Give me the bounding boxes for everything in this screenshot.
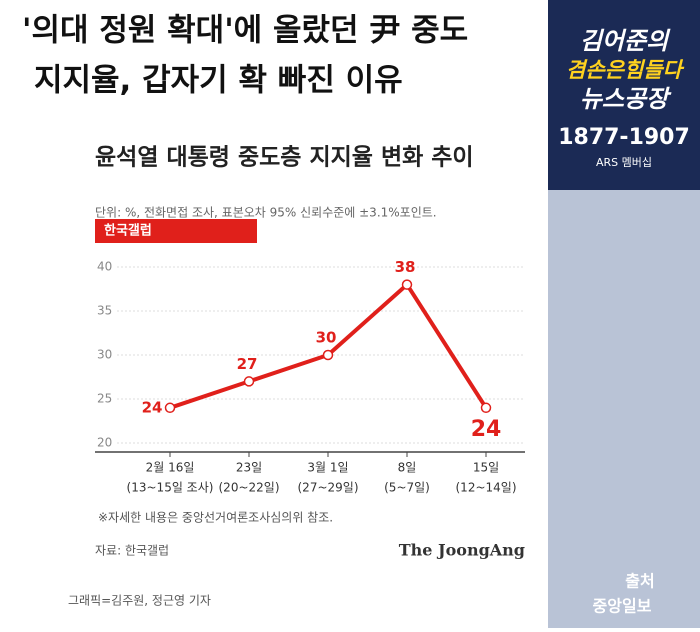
series-label: 한국갤럽 xyxy=(104,223,152,239)
y-tick-label: 40 xyxy=(97,260,112,274)
data-label: 24 xyxy=(142,398,163,416)
x-tick-label: (20~22일) xyxy=(219,481,280,495)
series-label-box xyxy=(95,219,257,243)
show-title: 뉴스공장 xyxy=(580,85,672,113)
x-tick-label: 3월 1일 xyxy=(307,461,348,475)
source: 자료: 한국갤럽 xyxy=(95,544,169,558)
brand: The JoongAng xyxy=(399,541,525,560)
y-tick-label: 25 xyxy=(97,392,112,406)
show-title: 겸손은힘들다 xyxy=(566,58,685,82)
data-label: 27 xyxy=(237,355,258,373)
x-tick-label: 2월 16일 xyxy=(146,461,195,475)
data-label: 38 xyxy=(395,258,416,276)
point xyxy=(401,279,413,290)
point xyxy=(480,402,492,414)
point xyxy=(164,402,176,414)
y-tick-label: 35 xyxy=(97,304,112,318)
source-name: 중앙일보 xyxy=(593,597,652,616)
note: ※자세한 내용은 중앙선거여론조사심의위 참조. xyxy=(98,511,333,525)
y-tick-label: 20 xyxy=(97,436,112,450)
phone: 1877-1907 xyxy=(558,125,690,150)
show-title: 김어준의 xyxy=(580,27,671,55)
side-panel-top xyxy=(548,0,700,190)
chart-subtitle: 단위: %, 전화면접 조사, 표본오차 95% 신뢰수준에 ±3.1%포인트. xyxy=(95,206,437,220)
point xyxy=(322,349,334,361)
x-tick-label: 8일 xyxy=(398,461,417,475)
headline: '의대 정원 확대'에 올랐던 尹 중도 xyxy=(22,13,468,49)
x-tick-label: (13~15일 조사) xyxy=(127,481,214,495)
headline: 지지율, 갑자기 확 빠진 이유 xyxy=(34,63,403,99)
data-label: 24 xyxy=(471,417,502,442)
plot: 20 25 30 35 40 2월 16일 (13~15일 조사) 23일 (20~22일) 3월… xyxy=(95,258,525,495)
credit: 그래픽=김주원, 정근영 기자 xyxy=(68,594,211,608)
y-tick-label: 30 xyxy=(97,348,112,362)
data-label: 30 xyxy=(316,329,337,347)
x-tick-label: (27~29일) xyxy=(298,481,359,495)
source-label: 출처 xyxy=(625,572,654,591)
chart-title: 윤석열 대통령 중도층 지지율 변화 추이 xyxy=(95,145,474,171)
x-tick-label: 15일 xyxy=(473,461,499,475)
x-tick-label: 23일 xyxy=(236,461,262,475)
point xyxy=(243,376,255,387)
x-tick-label: (5~7일) xyxy=(384,481,430,495)
x-tick-label: (12~14일) xyxy=(456,481,517,495)
ars: ARS 멤버십 xyxy=(596,156,652,169)
